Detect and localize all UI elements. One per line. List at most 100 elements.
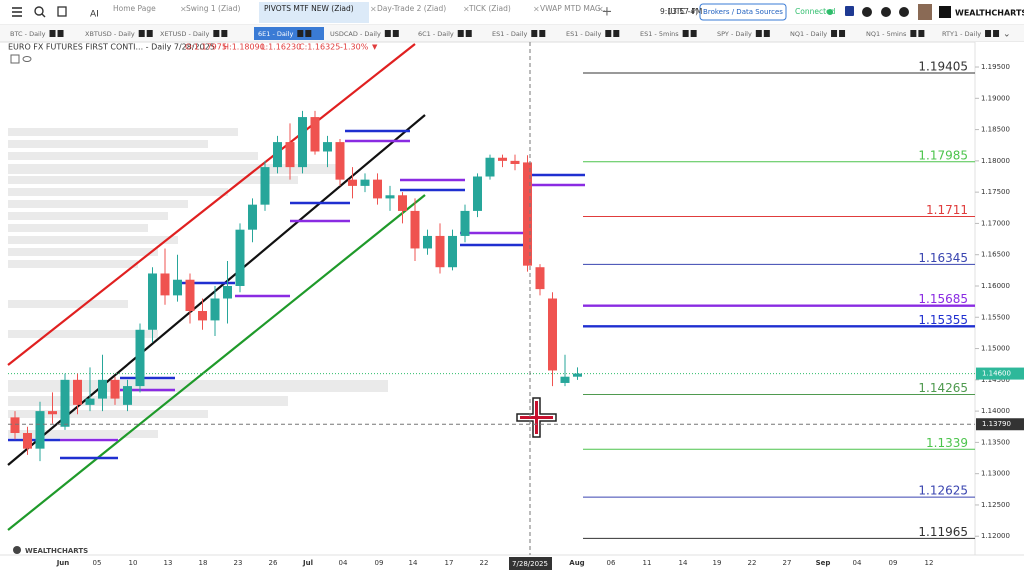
candle-body — [273, 142, 282, 168]
x-tick-label: 04 — [339, 559, 348, 567]
candle-body — [335, 142, 345, 180]
symbol-tab[interactable]: XBTUSD - Daily — [85, 30, 135, 38]
x-tick-label: Jun — [56, 559, 70, 567]
pivot-level-label: 1.16345 — [918, 251, 968, 265]
symbol-tab[interactable]: RTY1 - Daily — [942, 30, 981, 38]
layout-icon[interactable] — [57, 6, 67, 17]
pivot-level-label: 1.14265 — [918, 381, 968, 395]
y-tick-label: 1.15000 — [981, 345, 1010, 353]
x-tick-label: 11 — [643, 559, 652, 567]
symbol-tab[interactable]: ES1 - Daily — [566, 30, 601, 38]
symbol-badge — [839, 30, 846, 37]
trend-line[interactable] — [7, 43, 416, 366]
candle-body — [460, 210, 470, 236]
symbol-tab[interactable]: 6C1 - Daily — [418, 30, 454, 38]
tab[interactable]: TICK (Ziad) — [468, 4, 511, 13]
x-tick-label: 19 — [713, 559, 722, 567]
ai-button[interactable]: AI — [90, 10, 99, 20]
symbol-badge — [457, 30, 464, 37]
symbol-tab[interactable]: ES1 - Daily — [492, 30, 527, 38]
x-tick-label: Aug — [569, 559, 584, 567]
legend-visibility[interactable] — [22, 56, 32, 62]
symbol-badge — [605, 30, 612, 37]
symbol-badge — [138, 30, 145, 37]
candle-body — [398, 195, 407, 211]
y-tick-label: 1.19500 — [981, 63, 1010, 71]
brokers-button-frame[interactable] — [699, 3, 787, 21]
menu-icon[interactable] — [12, 7, 22, 17]
symbol-badge — [146, 30, 153, 37]
tab-close[interactable]: × — [597, 5, 604, 14]
x-tick-label: 09 — [889, 559, 898, 567]
symbol-tab[interactable]: ES1 - 5mins — [640, 30, 679, 38]
symbol-badge — [755, 30, 762, 37]
symbol-tab[interactable]: 6E1 - Daily — [258, 30, 293, 38]
logo: WEALTHCHARTS — [955, 9, 1024, 18]
y-tick-label: 1.17000 — [981, 219, 1010, 227]
candle-body — [235, 229, 245, 286]
settings-icon[interactable] — [881, 7, 891, 17]
candle-body — [173, 279, 182, 296]
x-tick-label: 09 — [375, 559, 384, 567]
legend-expand[interactable] — [10, 54, 20, 64]
candle-body — [223, 285, 232, 299]
tab[interactable]: VWAP MTD MAG... — [540, 4, 608, 13]
tab[interactable]: Home Page — [113, 4, 156, 13]
candle-body — [135, 329, 145, 387]
alerts-icon[interactable] — [862, 7, 872, 17]
x-tick-label: 13 — [164, 559, 173, 567]
candle-body — [148, 273, 157, 330]
tab-close[interactable]: × — [370, 5, 377, 14]
help-icon[interactable] — [899, 7, 909, 17]
clock: 9:13:57 PM — [660, 7, 702, 16]
tab-close[interactable]: × — [180, 5, 187, 14]
symbol-tab[interactable]: XETUSD - Daily — [160, 30, 209, 38]
trend-line[interactable] — [7, 194, 426, 531]
tab-close[interactable]: × — [463, 5, 470, 14]
candle-body — [348, 179, 357, 186]
candle-body — [123, 386, 132, 405]
x-tick-label: 10 — [129, 559, 138, 567]
symbol-tab[interactable]: USDCAD - Daily — [330, 30, 381, 38]
add-tab[interactable]: + — [602, 5, 613, 20]
x-tick-label: 22 — [480, 559, 489, 567]
x-tick-label: 12 — [925, 559, 934, 567]
candle-body — [373, 179, 382, 199]
save-icon[interactable] — [845, 6, 854, 16]
symbol-badge — [384, 30, 391, 37]
pivot-level-label: 1.1339 — [926, 436, 968, 450]
y-tick-label: 1.13000 — [981, 470, 1010, 478]
candle-body — [160, 273, 170, 296]
x-tick-label: 06 — [607, 559, 616, 567]
candle-body — [35, 411, 45, 449]
x-tick-label: Sep — [816, 559, 831, 567]
symbol-tab[interactable]: BTC - Daily — [10, 30, 46, 38]
status-dot — [827, 9, 833, 15]
symbol-tab[interactable]: NQ1 - Daily — [790, 30, 827, 38]
y-tick-label: 1.12500 — [981, 501, 1010, 509]
symbol-tab[interactable]: NQ1 - 5mins — [866, 30, 907, 38]
candle-body — [435, 235, 445, 268]
symbol-bar-more[interactable]: ⌄ — [1003, 30, 1011, 40]
tab-close[interactable]: × — [533, 5, 540, 14]
symbol-badge — [531, 30, 538, 37]
symbol-badge — [465, 30, 472, 37]
symbol-tab[interactable]: SPY - Daily — [717, 30, 752, 38]
tab[interactable]: Day-Trade 2 (Ziad) — [377, 4, 446, 13]
legend-title: EURO FX FUTURES FIRST CONTI... - Daily 7… — [8, 43, 215, 52]
legend-ohlc: H:1.18090 — [223, 43, 265, 52]
candle-body — [523, 162, 532, 266]
symbol-badge — [682, 30, 689, 37]
x-tick-label: Jul — [302, 559, 313, 567]
candle-body — [285, 142, 295, 168]
y-tick-label: 1.17500 — [981, 188, 1010, 196]
brokers-button[interactable]: Brokers / Data Sources — [703, 8, 783, 16]
search-icon[interactable] — [34, 6, 46, 18]
symbol-badge — [831, 30, 838, 37]
avatar[interactable] — [918, 4, 932, 20]
tab[interactable]: PIVOTS MTF NEW (Ziad) — [264, 4, 354, 13]
y-tick-label: 1.14500 — [981, 376, 1010, 384]
legend-change-arrow: ▼ — [372, 43, 378, 51]
x-tick-label: 22 — [748, 559, 757, 567]
tab[interactable]: Swing 1 (Ziad) — [186, 4, 241, 13]
